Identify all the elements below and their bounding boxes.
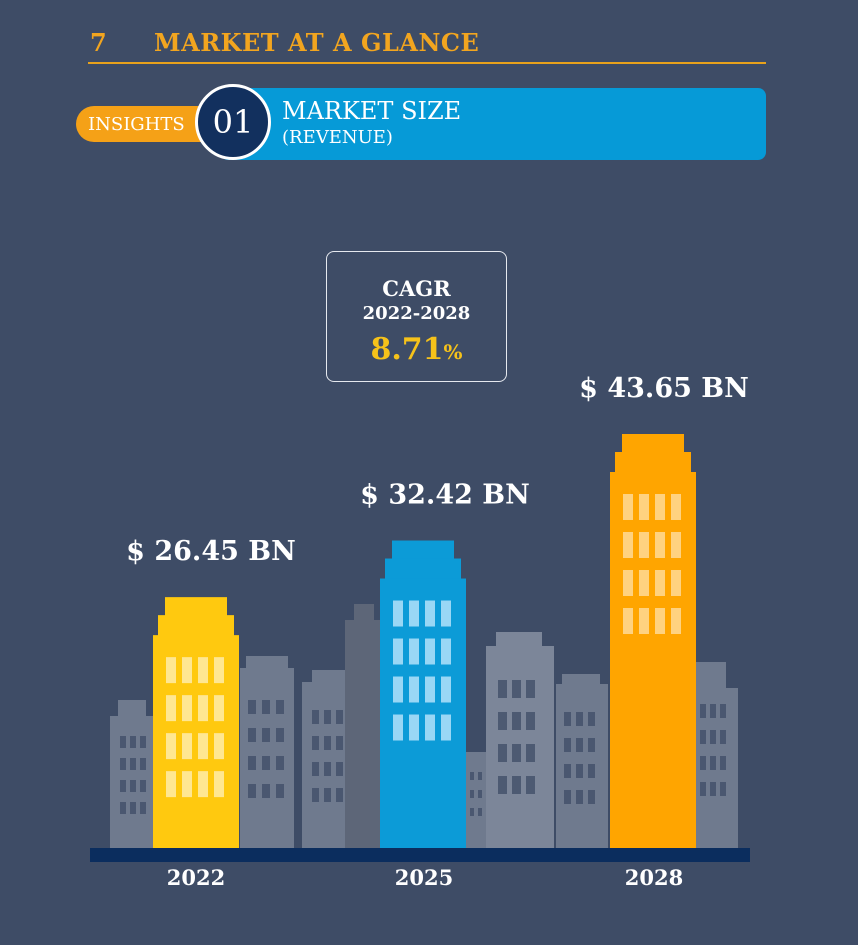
bar-2028: [610, 434, 696, 848]
year-label-2028: 2028: [625, 865, 683, 890]
cagr-label: CAGR: [382, 276, 451, 301]
page-header: 7 MARKET AT A GLANCE: [88, 24, 766, 64]
cagr-value: 8.71%: [327, 332, 506, 367]
insights-label: INSIGHTS: [88, 114, 185, 135]
cagr-period: 2022-2028: [362, 303, 471, 324]
chart-bars: [153, 434, 696, 848]
value-label-2028: $ 43.65 BN: [579, 373, 749, 404]
banner-subtitle: (REVENUE): [282, 127, 393, 148]
cagr-box: CAGR 2022-2028 8.71%: [326, 251, 507, 382]
cagr-unit: %: [443, 340, 463, 364]
section-title: MARKET AT A GLANCE: [154, 28, 480, 57]
bar-2025: [380, 540, 466, 848]
value-label-2025: $ 32.42 BN: [360, 480, 530, 511]
background-windows: [120, 680, 726, 816]
value-label-2022: $ 26.45 BN: [126, 536, 296, 567]
cagr-number: 8.71: [370, 332, 444, 367]
section-number: 7: [90, 28, 107, 57]
year-label-2022: 2022: [167, 865, 225, 890]
chart-labels: $ 26.45 BN 2022 $ 32.42 BN 2025 $ 43.65 BN 20…: [126, 373, 749, 890]
baseline: [90, 848, 750, 862]
year-label-2025: 2025: [395, 865, 453, 890]
market-size-banner: [220, 88, 766, 160]
index-number: 01: [212, 103, 254, 141]
bar-2022: [153, 597, 239, 848]
index-badge: 01: [195, 84, 271, 160]
banner-title: MARKET SIZE: [282, 97, 462, 125]
